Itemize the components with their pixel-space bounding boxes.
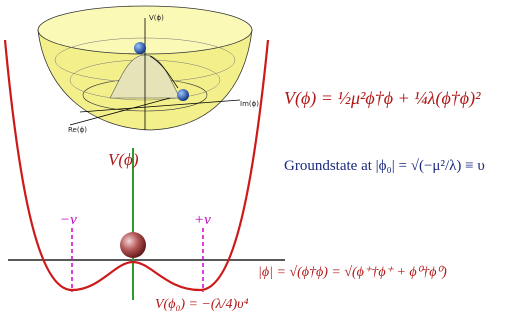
- inset-axis-re: Re(ϕ): [68, 126, 87, 134]
- minimum-equation: V(ϕ₀) = −(λ/4)υ⁴: [155, 297, 249, 312]
- inset-axis-im: Im(ϕ): [240, 100, 259, 108]
- v-label: V(ϕ): [108, 150, 139, 169]
- diagram: V(ϕ) Im(ϕ) Re(ϕ) V(ϕ) −v +v V(ϕ) = ½μ²ϕ†…: [0, 0, 505, 325]
- inset-axis-v: V(ϕ): [149, 14, 164, 22]
- potential-equation: V(ϕ) = ½μ²ϕ†ϕ + ¼λ(ϕ†ϕ)²: [284, 88, 481, 109]
- modulus-equation: |ϕ| = √(ϕ†ϕ) = √(ϕ⁺†ϕ⁺ + ϕ⁰†ϕ⁰): [258, 265, 447, 280]
- groundstate-equation: Groundstate at |ϕ₀| = √(−μ²/λ) ≡ υ: [284, 158, 485, 174]
- plus-v: +v: [194, 212, 211, 228]
- inset-hat: V(ϕ) Im(ϕ) Re(ϕ): [38, 6, 259, 134]
- ball: [120, 232, 146, 258]
- minus-v: −v: [60, 212, 77, 228]
